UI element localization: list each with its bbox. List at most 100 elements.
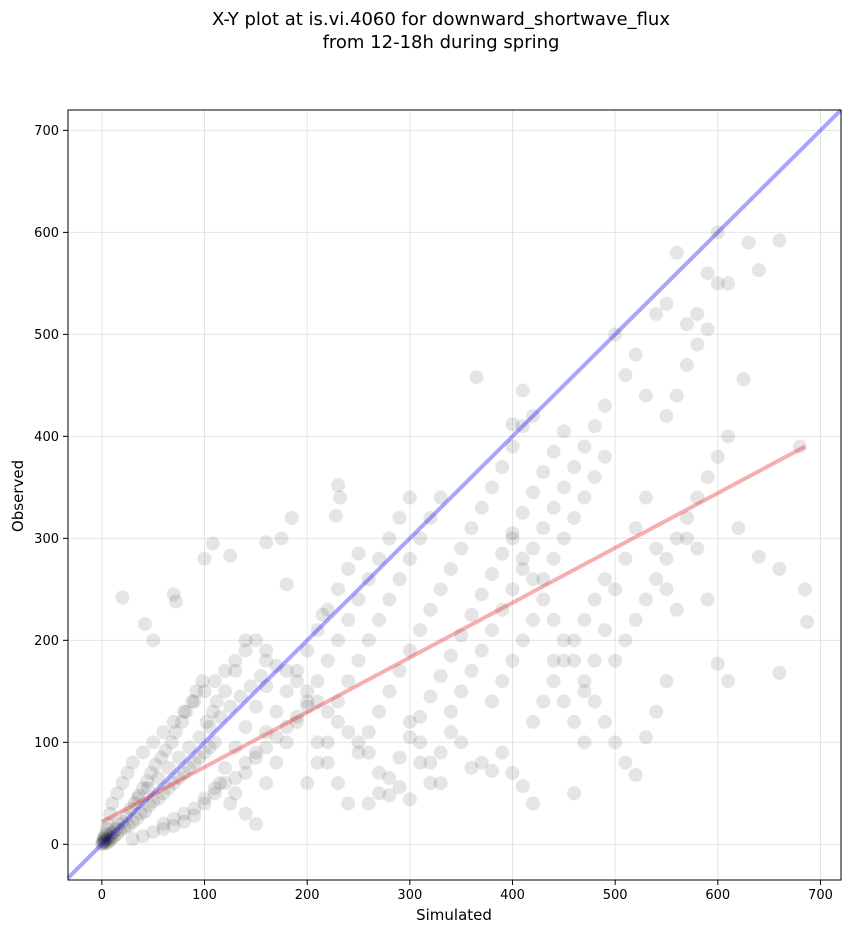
scatter-point [402, 792, 417, 807]
scatter-point [330, 694, 345, 709]
scatter-point [700, 470, 715, 485]
scatter-point [100, 822, 115, 837]
scatter-point [140, 774, 155, 789]
scatter-point [382, 771, 397, 786]
scatter-point [536, 521, 551, 536]
scatter-point [238, 633, 253, 648]
scatter-point [454, 628, 469, 643]
scatter-point [187, 801, 202, 816]
scatter-point [464, 521, 479, 536]
scatter-point [192, 750, 207, 765]
scatter-point [721, 429, 736, 444]
scatter-point [320, 735, 335, 750]
scatter-point [113, 823, 128, 838]
scatter-point [142, 798, 157, 813]
scatter-point [392, 572, 407, 587]
scatter-point [587, 592, 602, 607]
scatter-point [98, 827, 113, 842]
scatter-point [649, 541, 664, 556]
y-tick-label: 400 [34, 430, 59, 445]
grid [68, 110, 841, 880]
scatter-point [279, 684, 294, 699]
scatter-point [189, 684, 204, 699]
scatter-point [101, 835, 116, 850]
scatter-point [495, 459, 510, 474]
scatter-point [269, 730, 284, 745]
scatter-point [392, 663, 407, 678]
scatter-point [310, 755, 325, 770]
scatter-point [402, 551, 417, 566]
scatter-point [146, 735, 161, 750]
scatter-point [680, 510, 695, 525]
scatter-point [556, 480, 571, 495]
scatter-point [495, 745, 510, 760]
scatter-point [137, 617, 152, 632]
scatter-point [690, 306, 705, 321]
scatter-point [259, 740, 274, 755]
scatter-point [608, 327, 623, 342]
scatter-point [515, 561, 530, 576]
scatter-point [141, 781, 156, 796]
scatter-point [567, 714, 582, 729]
scatter-point [96, 832, 111, 847]
scatter-point [597, 714, 612, 729]
scatter-point [495, 602, 510, 617]
scatter-point [135, 829, 150, 844]
scatter-point [526, 796, 541, 811]
scatter-point [166, 587, 181, 602]
scatter-point [341, 674, 356, 689]
scatter-point [526, 612, 541, 627]
scatter-point [115, 814, 130, 829]
scatter-point [177, 806, 192, 821]
scatter-point [248, 633, 263, 648]
scatter-point [413, 735, 428, 750]
scatter-point [279, 735, 294, 750]
scatter-point [110, 827, 125, 842]
scatter-point [423, 689, 438, 704]
scatter-point [117, 820, 132, 835]
scatter-point [238, 765, 253, 780]
scatter-point [179, 704, 194, 719]
scatter-point [279, 577, 294, 592]
scatter-point [98, 836, 113, 851]
scatter-point [649, 704, 664, 719]
scatter-point [195, 674, 210, 689]
scatter-point [111, 816, 126, 831]
scatter-point [361, 745, 376, 760]
scatter-point [669, 245, 684, 260]
scatter-point [382, 531, 397, 546]
scatter-point [659, 551, 674, 566]
scatter-point [772, 665, 787, 680]
scatter-point [515, 779, 530, 794]
scatter-point [443, 561, 458, 576]
scatter-point [133, 806, 148, 821]
scatter-point [454, 684, 469, 699]
scatter-point [131, 788, 146, 803]
scatter-point [320, 602, 335, 617]
scatter-point [259, 776, 274, 791]
scatter-point [628, 347, 643, 362]
scatter-point [659, 674, 674, 689]
scatter-point [454, 735, 469, 750]
scatter-point [577, 684, 592, 699]
scatter-point [443, 725, 458, 740]
scatter-point [474, 587, 489, 602]
scatter-point [669, 531, 684, 546]
scatter-point [197, 796, 212, 811]
scatter-point [97, 829, 112, 844]
scatter-point [187, 808, 202, 823]
scatter-point [166, 818, 181, 833]
scatter-point [115, 590, 130, 605]
scatter-point [515, 551, 530, 566]
scatter-point [182, 760, 197, 775]
scatter-point [710, 225, 725, 240]
scatter-point [259, 653, 274, 668]
scatter-point [341, 796, 356, 811]
scatter-point [105, 796, 120, 811]
scatter-point [536, 465, 551, 480]
scatter-point [628, 767, 643, 782]
scatter-point [125, 832, 140, 847]
scatter-point [484, 480, 499, 495]
scatter-point [330, 478, 345, 493]
x-tick-label: 500 [603, 888, 628, 903]
